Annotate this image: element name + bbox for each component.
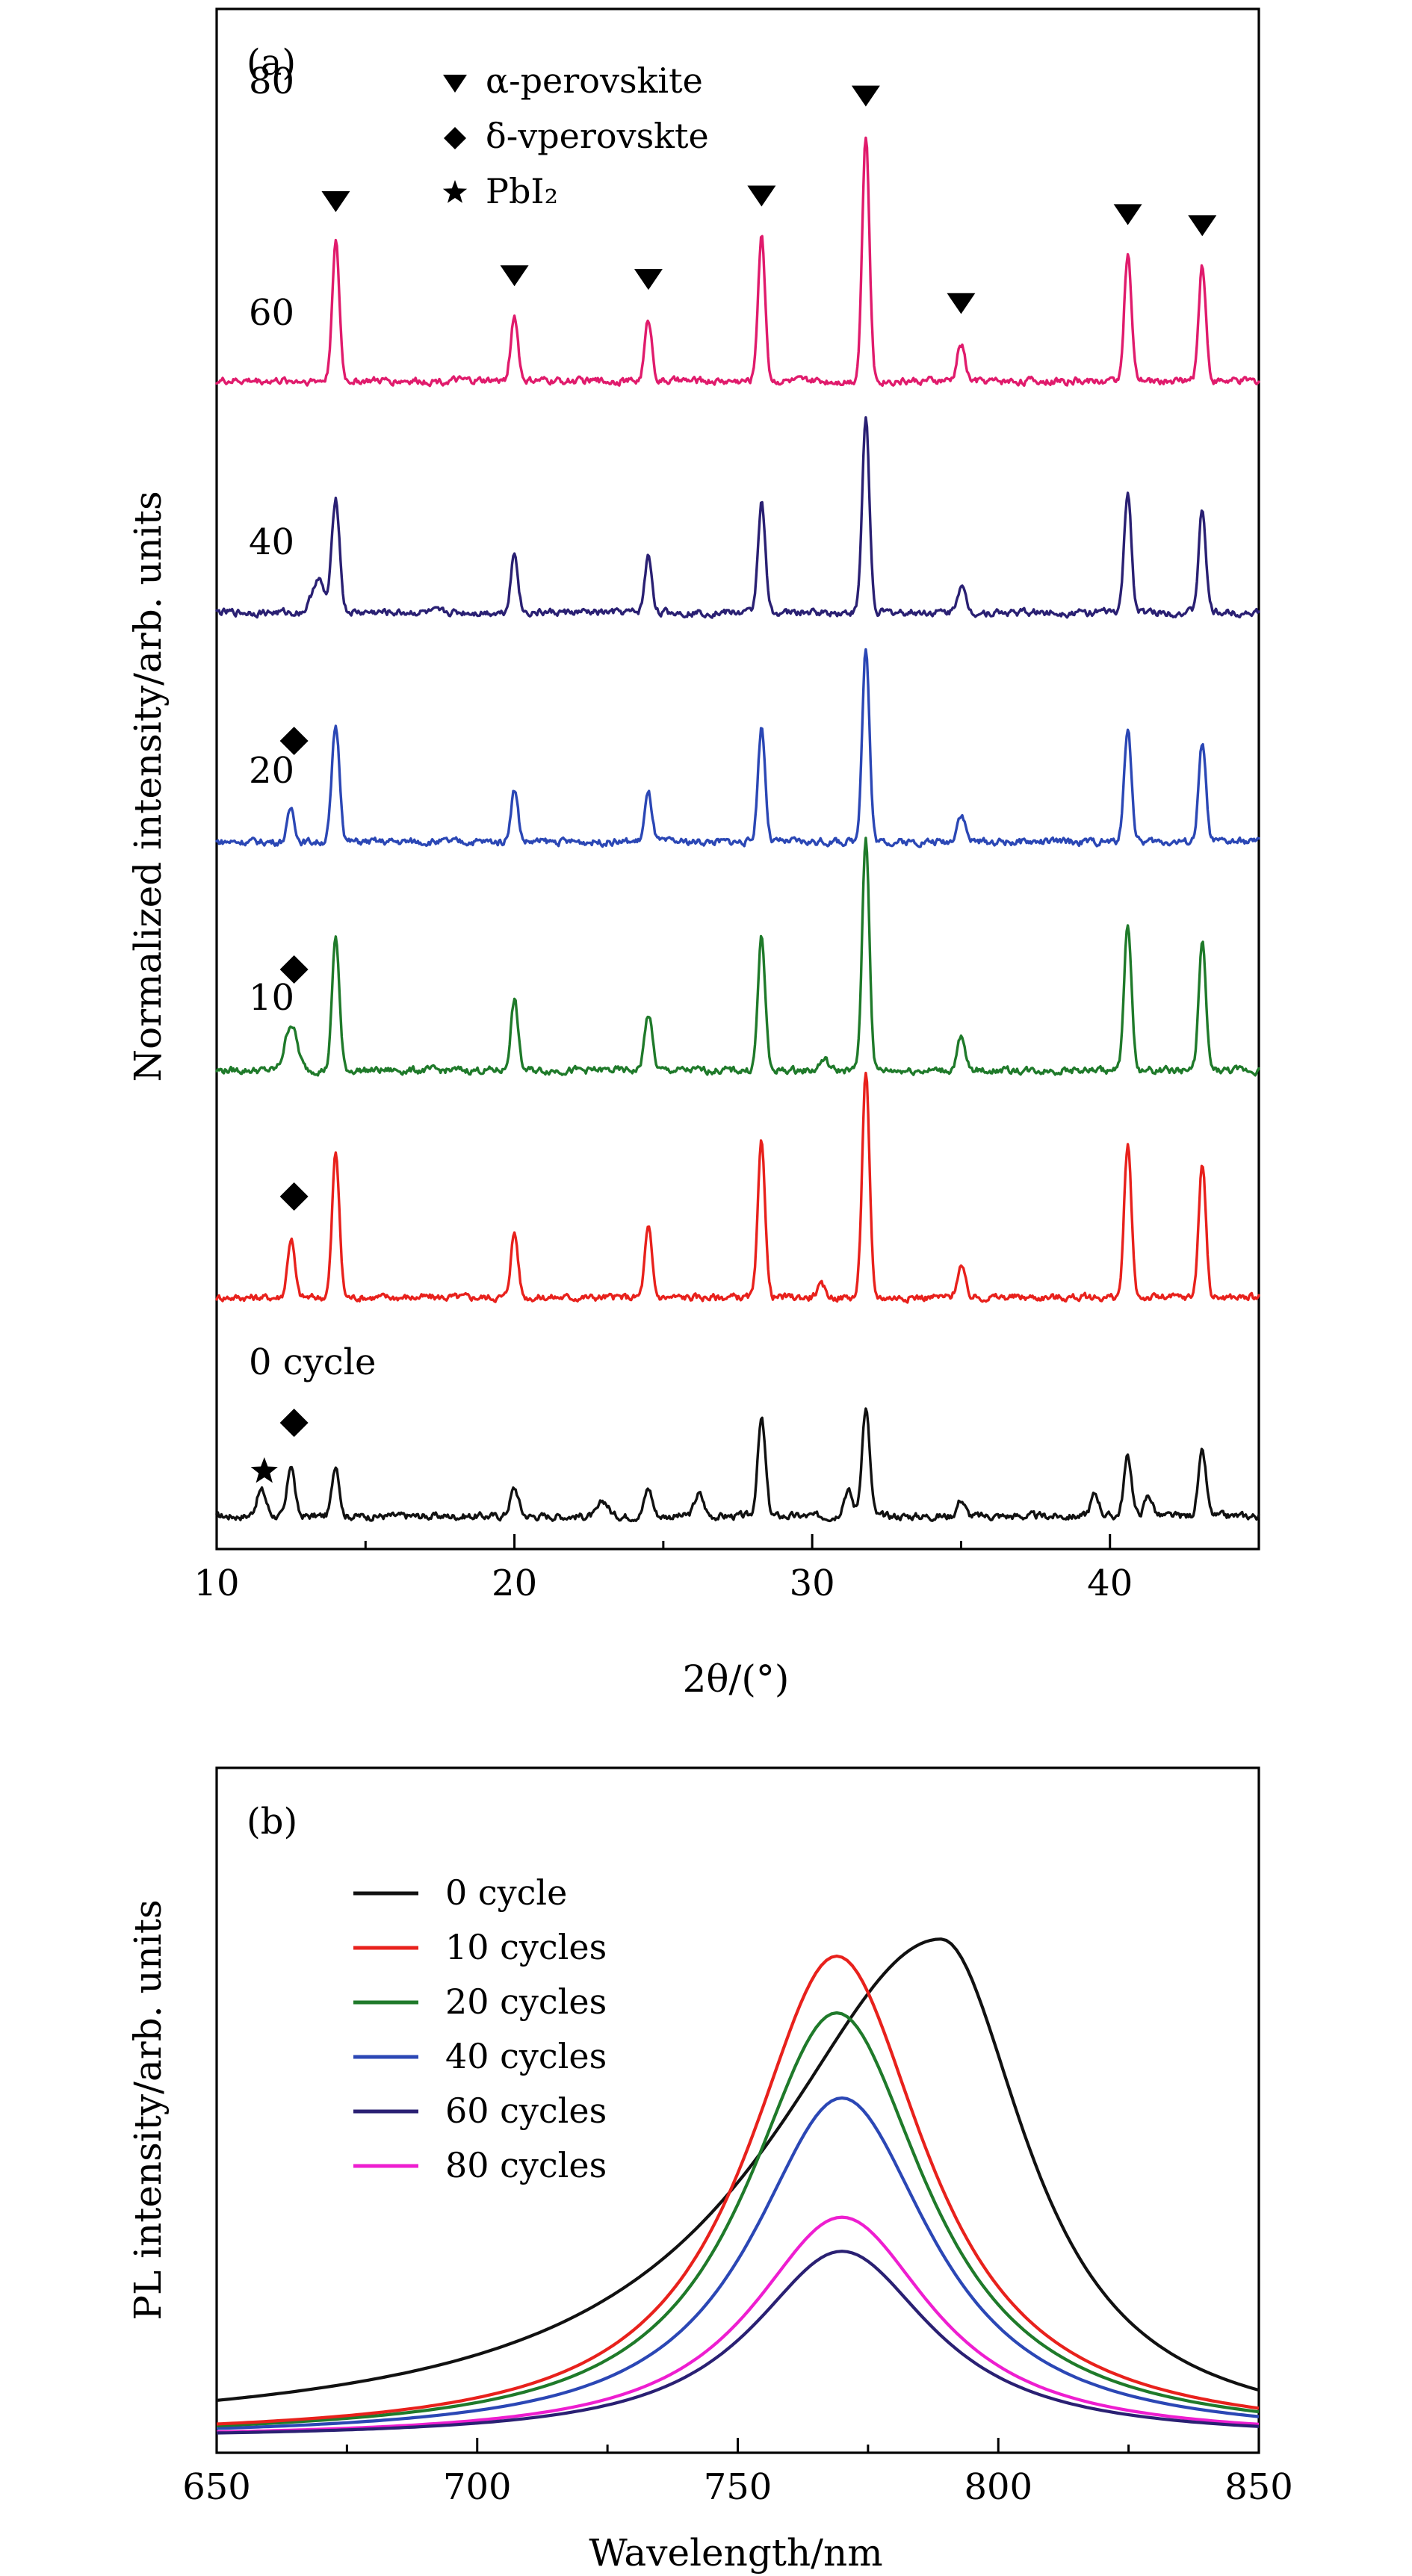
alpha-perovskite-marker-icon <box>500 265 529 287</box>
legend-label-pbi2: PbI₂ <box>486 171 558 211</box>
panel-a-series-line-60 <box>215 416 1260 619</box>
panel-a-series-group <box>215 136 1260 1523</box>
legend-star-icon <box>442 180 468 203</box>
panel-a-series-line-40 <box>215 648 1260 848</box>
pbi2-marker-icon <box>250 1457 278 1483</box>
panel-a-series-label: 10 <box>249 977 294 1019</box>
panel-b-legend-label: 10 cycles <box>445 1927 607 1967</box>
panel-b-series-line-0-cycle <box>216 1937 1260 2402</box>
panel-b-series-line-40-cycles <box>216 2096 1260 2430</box>
panel-b-series-line-10-cycles <box>216 1954 1260 2426</box>
panel-a-series-line-80 <box>215 136 1260 388</box>
panel-a-y-axis-title: Normalized intensity/arb. units <box>126 491 170 1081</box>
panel-b-x-tick-label: 800 <box>964 2466 1032 2508</box>
panel-b-x-axis-title: Wavelength/nm <box>589 2531 882 2575</box>
panel-a-peak-markers <box>250 85 1217 1483</box>
panel-a-series-label: 40 <box>249 521 294 563</box>
alpha-perovskite-marker-icon <box>321 191 350 212</box>
legend-label-alpha: α-perovskite <box>486 60 703 101</box>
panel-b-series-line-80-cycles <box>216 2215 1260 2434</box>
delta-perovskite-marker-icon <box>279 955 309 984</box>
panel-a-series-label: 60 <box>249 292 294 334</box>
panel-a-frame <box>215 7 1260 1551</box>
alpha-perovskite-marker-icon <box>1113 204 1142 226</box>
panel-a-series-labels: 0 cycle 10 20 40 60 80 <box>249 60 376 1383</box>
panel-b-y-axis-title: PL intensity/arb. units <box>126 1899 170 2320</box>
panel-a-series-line-0-cycle <box>215 1407 1260 1523</box>
alpha-perovskite-marker-icon <box>947 293 976 314</box>
alpha-perovskite-marker-icon <box>1188 215 1217 237</box>
panel-a-x-tick-label: 20 <box>492 1562 537 1604</box>
panel-b-legend-label: 0 cycle <box>445 1872 567 1913</box>
panel-a-x-tick-label: 40 <box>1087 1562 1133 1604</box>
panel-b-legend-label: 20 cycles <box>445 1981 607 2022</box>
panel-a-series-label: 80 <box>249 60 294 102</box>
panel-b-label: (b) <box>247 1801 297 1843</box>
panel-b-legend-label: 40 cycles <box>445 2036 607 2076</box>
legend-label-delta: δ-vperovskte <box>486 116 709 156</box>
panel-a-series-label: 20 <box>249 750 294 792</box>
panel-a-x-axis-title: 2θ/(°) <box>683 1657 790 1701</box>
panel-b-series-line-20-cycles <box>216 2011 1260 2427</box>
delta-perovskite-marker-icon <box>279 1409 309 1437</box>
delta-perovskite-marker-icon <box>279 727 309 755</box>
panel-b-x-tick-label: 850 <box>1224 2466 1293 2508</box>
panel-a-x-tick-label: 10 <box>193 1562 239 1604</box>
panel-b-x-ticks: 650 700 750 800 850 <box>182 2438 1293 2508</box>
panel-a-series-label: 0 cycle <box>249 1341 376 1383</box>
panel-a-x-ticks: 10 20 30 40 <box>193 1534 1133 1604</box>
panel-a-series-line-10 <box>215 1071 1260 1304</box>
alpha-perovskite-marker-icon <box>851 85 880 107</box>
panel-b-series-line-60-cycles <box>216 2250 1260 2435</box>
delta-perovskite-marker-icon <box>279 1182 309 1211</box>
panel-a-series-line-20 <box>215 837 1260 1077</box>
panel-a-x-tick-label: 30 <box>790 1562 835 1604</box>
panel-b-legend-label: 80 cycles <box>445 2145 607 2185</box>
legend-triangle-down-icon <box>443 75 467 93</box>
panel-b-series-group <box>216 1937 1260 2435</box>
alpha-perovskite-marker-icon <box>747 185 776 207</box>
panel-b-x-tick-label: 650 <box>182 2466 251 2508</box>
panel-b-x-tick-label: 750 <box>704 2466 772 2508</box>
panel-a: 10 20 30 40 0 cycle 10 20 40 60 80 (a) α-perovsk… <box>126 7 1260 1701</box>
panel-a-label: (a) <box>247 42 296 84</box>
panel-b-legend: 0 cycle 10 cycles 20 cycles 40 cycles 60 cyc… <box>353 1872 607 2185</box>
legend-diamond-icon <box>444 127 466 149</box>
alpha-perovskite-marker-icon <box>634 269 663 291</box>
panel-b-legend-label: 60 cycles <box>445 2091 607 2131</box>
panel-b-x-tick-label: 700 <box>443 2466 512 2508</box>
panel-a-legend: α-perovskite δ-vperovskte PbI₂ <box>442 60 709 211</box>
panel-b: 650 700 750 800 850 0 cycle 10 cycles 20 cycle… <box>126 1766 1293 2575</box>
